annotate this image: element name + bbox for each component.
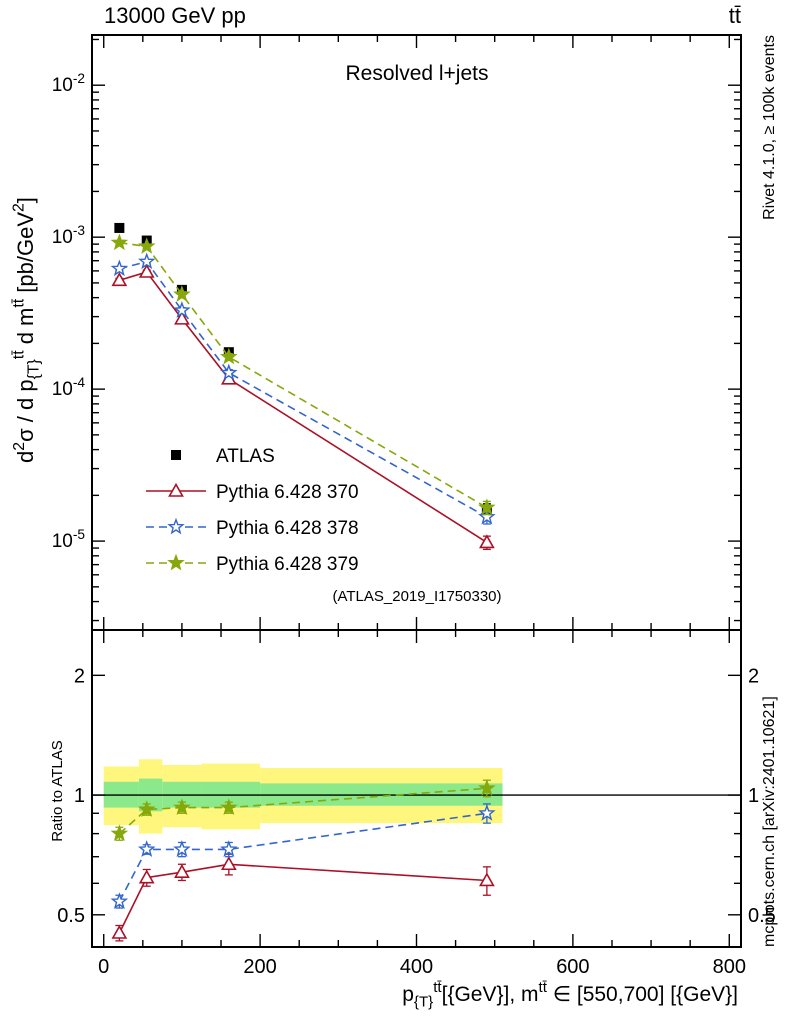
legend-label: Pythia 6.428 370	[216, 482, 359, 503]
x-tick-label: 200	[243, 956, 276, 978]
axis-ticks	[92, 35, 741, 947]
star-marker	[478, 804, 496, 821]
ratio-y-tick-label-left: 0.5	[57, 905, 85, 927]
legend-label: Pythia 6.428 379	[216, 554, 359, 575]
square-marker	[171, 450, 181, 460]
axis-tick-labels: 0 200 400 600 800 10-2 10-3 10-4 10-5 0.5 0.5 1 1 2 2	[52, 71, 776, 978]
ratio-y-axis-label: Ratio to ATLAS	[49, 740, 66, 841]
main-y-tick-label: 10-3	[52, 223, 86, 248]
top-left-label: 13000 GeV pp	[104, 3, 246, 28]
star-marker	[137, 237, 156, 254]
main-series-pythia-6-428-370	[111, 263, 495, 551]
star-marker	[137, 252, 156, 270]
x-tick-label: 0	[98, 956, 109, 978]
star-marker	[137, 800, 156, 817]
main-y-tick-label: 10-4	[52, 375, 86, 400]
star-marker	[173, 285, 191, 302]
ratio-series-pythia-6-428-370	[111, 853, 495, 942]
star-marker	[173, 840, 191, 857]
star-marker	[110, 824, 129, 842]
square-marker	[114, 222, 125, 233]
top-right-label: tt̄	[729, 3, 741, 28]
star-marker	[220, 840, 238, 857]
chart-layers: 0 200 400 600 800 10-2 10-3 10-4 10-5 0.5 0.5 1 1 2 2 A…	[52, 34, 776, 978]
series-line	[119, 260, 488, 518]
ratio-series-pythia-6-428-378	[110, 803, 496, 909]
triangle-marker	[220, 856, 237, 871]
star-marker	[137, 840, 156, 857]
ratio-y-tick-label-left: 2	[74, 665, 85, 687]
legend-label: Pythia 6.428 378	[216, 518, 359, 539]
triangle-marker	[111, 272, 128, 287]
triangle-marker	[138, 869, 155, 884]
triangle-marker	[174, 864, 190, 878]
ratio-y-tick-label-left: 1	[74, 785, 85, 807]
star-marker	[110, 892, 129, 909]
main-y-tick-label: 10-2	[52, 71, 85, 96]
ratio-uncertainty-bands	[92, 759, 741, 834]
star-marker	[478, 779, 496, 796]
triangle-marker	[168, 482, 184, 497]
x-axis-label: p{T}tt̄[{GeV}], mtt̄ ∈ [550,700] [{GeV}]	[402, 979, 738, 1010]
triangle-marker	[138, 263, 155, 278]
x-tick-label: 800	[713, 956, 746, 978]
main-y-axis-label: d2σ / d p{T}tt̄ d mtt̄ [pb/GeV2]	[11, 197, 43, 463]
ratio-y-tick-label-right: 0.5	[748, 905, 776, 927]
x-tick-label: 400	[400, 956, 433, 978]
star-marker	[478, 498, 496, 516]
triangle-marker	[479, 534, 495, 549]
star-marker	[220, 347, 238, 365]
legend-entry: Pythia 6.428 370	[146, 482, 359, 503]
main-title: Resolved l+jets	[346, 62, 489, 85]
watermark: (ATLAS_2019_I1750330)	[332, 588, 501, 605]
series-line	[119, 241, 488, 509]
ratio-series-pythia-6-428-379	[110, 779, 496, 842]
main-series-pythia-6-428-379	[110, 233, 496, 516]
mcplots-arxiv-label: mcplots.cern.ch [arXiv:2401.10621]	[761, 696, 778, 947]
ratio-y-tick-label-right: 2	[748, 665, 759, 687]
star-marker	[173, 301, 191, 318]
rivet-version-label: Rivet 4.1.0, ≥ 100k events	[761, 35, 778, 220]
triangle-marker	[111, 924, 128, 939]
star-marker	[220, 798, 238, 816]
legend-entry: ATLAS	[171, 446, 275, 467]
star-marker	[110, 233, 129, 251]
legend-entry: Pythia 6.428 378	[146, 517, 359, 539]
main-y-tick-label: 10-5	[52, 527, 86, 552]
legend-entry: Pythia 6.428 379	[146, 553, 359, 575]
star-marker	[167, 553, 185, 571]
triangle-marker	[174, 310, 190, 325]
ratio-y-tick-label-right: 1	[748, 785, 759, 807]
star-marker	[110, 259, 129, 277]
legend-label: ATLAS	[216, 446, 275, 467]
star-marker	[167, 517, 185, 535]
star-marker	[173, 798, 191, 816]
triangle-marker	[479, 872, 495, 887]
x-tick-label: 600	[556, 956, 589, 978]
star-marker	[220, 363, 238, 381]
legend: ATLAS Pythia 6.428 370 Pythia 6.428 378 Pyt…	[146, 446, 359, 575]
